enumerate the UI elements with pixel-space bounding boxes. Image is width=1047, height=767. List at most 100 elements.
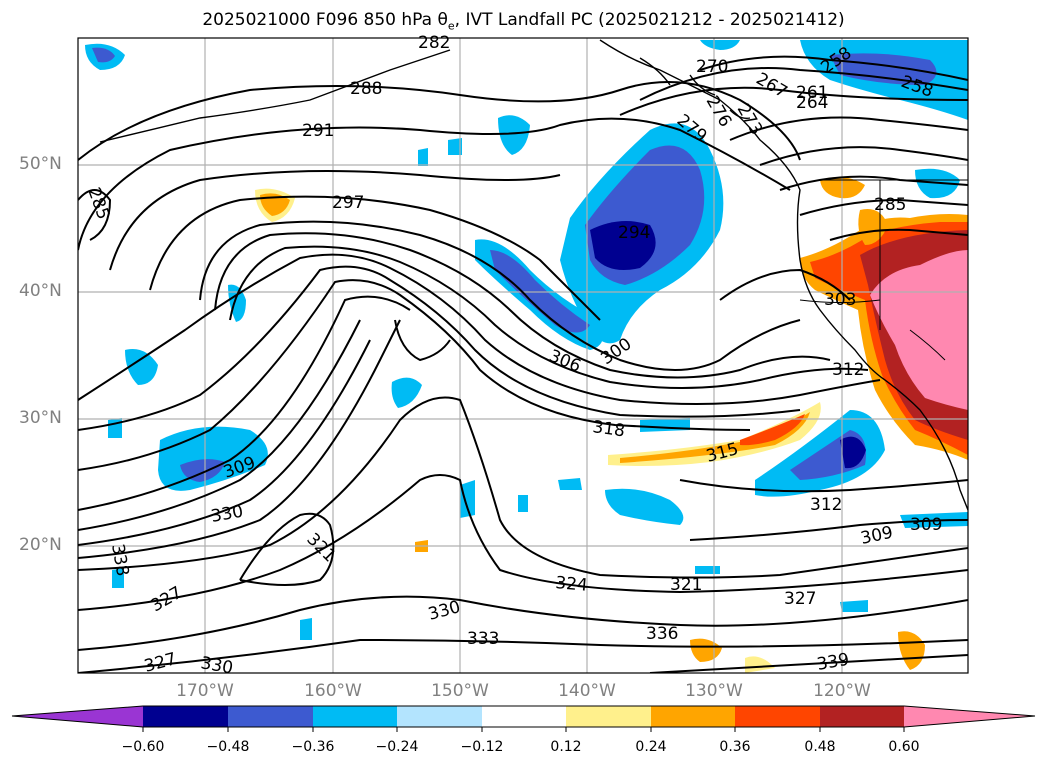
lat-tick-label: 20°N — [19, 535, 62, 555]
colorbar — [11, 705, 1036, 732]
contour-label: 339 — [815, 650, 850, 675]
contour-label: 303 — [824, 290, 856, 310]
contour-label: 321 — [670, 575, 702, 595]
contour-label: 327 — [784, 589, 816, 609]
shade-blob-negative — [108, 418, 122, 438]
shade-blob-negative — [125, 349, 158, 385]
lon-tick-label: 150°W — [431, 681, 489, 701]
contour-label: 338 — [107, 542, 132, 577]
shade-blob-negative — [640, 418, 690, 432]
shade-blob-negative — [840, 600, 868, 612]
plot-frame — [77, 37, 969, 674]
shade-blob-negative — [700, 40, 740, 50]
contour-label: 330 — [426, 597, 463, 625]
colorbar-extend-low — [12, 706, 143, 727]
colorbar-extend-high — [904, 706, 1035, 727]
contour-label: 291 — [302, 121, 334, 141]
colorbar-segment — [143, 706, 228, 727]
contour-labels: 282 288 291 297 294 285 258 258 261 264 … — [83, 33, 942, 679]
shade-blob-negative — [418, 148, 428, 166]
lon-tick-label: 130°W — [685, 681, 743, 701]
lon-tick-label: 170°W — [176, 681, 234, 701]
shade-blob-positive — [745, 656, 775, 673]
colorbar-segment — [482, 706, 566, 727]
shade-blob-positive — [260, 193, 290, 216]
colorbar-segment — [228, 706, 313, 727]
shade-blob-positive — [608, 402, 821, 466]
colorbar-tick-label: −0.48 — [206, 739, 250, 755]
shade-blob-negative — [558, 478, 582, 490]
contour-label: 261 — [796, 83, 828, 103]
colorbar-segment — [651, 706, 735, 727]
coastline — [99, 39, 969, 511]
shade-blob-positive — [898, 631, 925, 670]
lat-tick-label: 50°N — [19, 154, 62, 174]
shade-blob-negative — [92, 47, 115, 63]
contour-label: 306 — [546, 346, 584, 377]
colorbar-segment — [566, 706, 651, 727]
colorbar-tick-label: 0.60 — [888, 739, 920, 755]
contour-label: 285 — [83, 185, 113, 222]
contour-label: 294 — [618, 223, 650, 243]
colorbar-tick-label: −0.24 — [375, 739, 419, 755]
map-title: 2025021000 F096 850 hPa θe, IVT Landfall… — [202, 10, 845, 33]
colorbar-tick-label: 0.12 — [550, 739, 582, 755]
shade-blob-positive — [858, 209, 888, 245]
contour-label: 309 — [910, 515, 942, 535]
colorbar-segment — [735, 706, 820, 727]
colorbar-tick-label: −0.12 — [460, 739, 504, 755]
shade-blob-positive — [690, 638, 722, 662]
shade-blob-positive — [740, 414, 805, 446]
colorbar-tick-label: −0.60 — [121, 739, 165, 755]
contour-label: 330 — [209, 502, 244, 527]
shade-blob-negative — [605, 488, 684, 525]
shade-blob-negative — [518, 495, 528, 512]
theta-e-contours — [78, 55, 968, 673]
colorbar-tick-label: −0.36 — [291, 739, 335, 755]
colorbar-segment — [313, 706, 397, 727]
shade-blob-negative — [695, 566, 720, 574]
lon-tick-label: 140°W — [558, 681, 616, 701]
shade-blob-negative — [391, 377, 422, 408]
contour-label: 315 — [704, 439, 741, 467]
shade-blob-negative — [460, 480, 475, 518]
shade-blob-negative — [448, 138, 462, 155]
contour-label: 282 — [418, 33, 450, 53]
contour-label: 297 — [332, 193, 364, 213]
contour-label: 285 — [874, 195, 906, 215]
contour-label: 312 — [810, 495, 842, 515]
shade-blob-negative — [490, 250, 590, 333]
contour-label: 327 — [148, 583, 186, 617]
lat-tick-label: 40°N — [19, 281, 62, 301]
shade-blob-negative — [590, 221, 656, 271]
contour-label: 264 — [796, 93, 828, 113]
contour-label: 336 — [646, 624, 678, 644]
shade-blob-positive — [870, 250, 968, 410]
colorbar-tick-label: 0.48 — [804, 739, 836, 755]
contour-label: 333 — [467, 629, 499, 649]
colorbar-tick-label: 0.24 — [635, 739, 667, 755]
contour-label: 270 — [696, 57, 728, 77]
lon-tick-label: 160°W — [304, 681, 362, 701]
colorbar-tick-label: 0.36 — [719, 739, 751, 755]
colorbar-segment — [820, 706, 904, 727]
contour-label: 309 — [859, 523, 895, 549]
contour-label: 288 — [350, 79, 382, 99]
colorbar-segment — [397, 706, 482, 727]
lat-tick-label: 30°N — [19, 408, 62, 428]
contour-label: 321 — [302, 529, 339, 566]
contour-label: 273 — [733, 101, 767, 139]
lon-tick-label: 120°W — [813, 681, 871, 701]
shade-blob-negative — [830, 53, 937, 85]
contour-label: 318 — [591, 417, 626, 441]
shade-blob-negative — [498, 115, 530, 155]
contour-label: 324 — [555, 573, 589, 596]
contour-label: 330 — [199, 653, 234, 678]
contour-label: 267 — [753, 69, 791, 103]
shade-blob-negative — [300, 618, 312, 640]
contour-label: 276 — [702, 93, 736, 131]
shade-blob-negative — [180, 459, 225, 482]
shade-blob-negative — [112, 568, 124, 588]
contour-label: 312 — [832, 360, 864, 380]
